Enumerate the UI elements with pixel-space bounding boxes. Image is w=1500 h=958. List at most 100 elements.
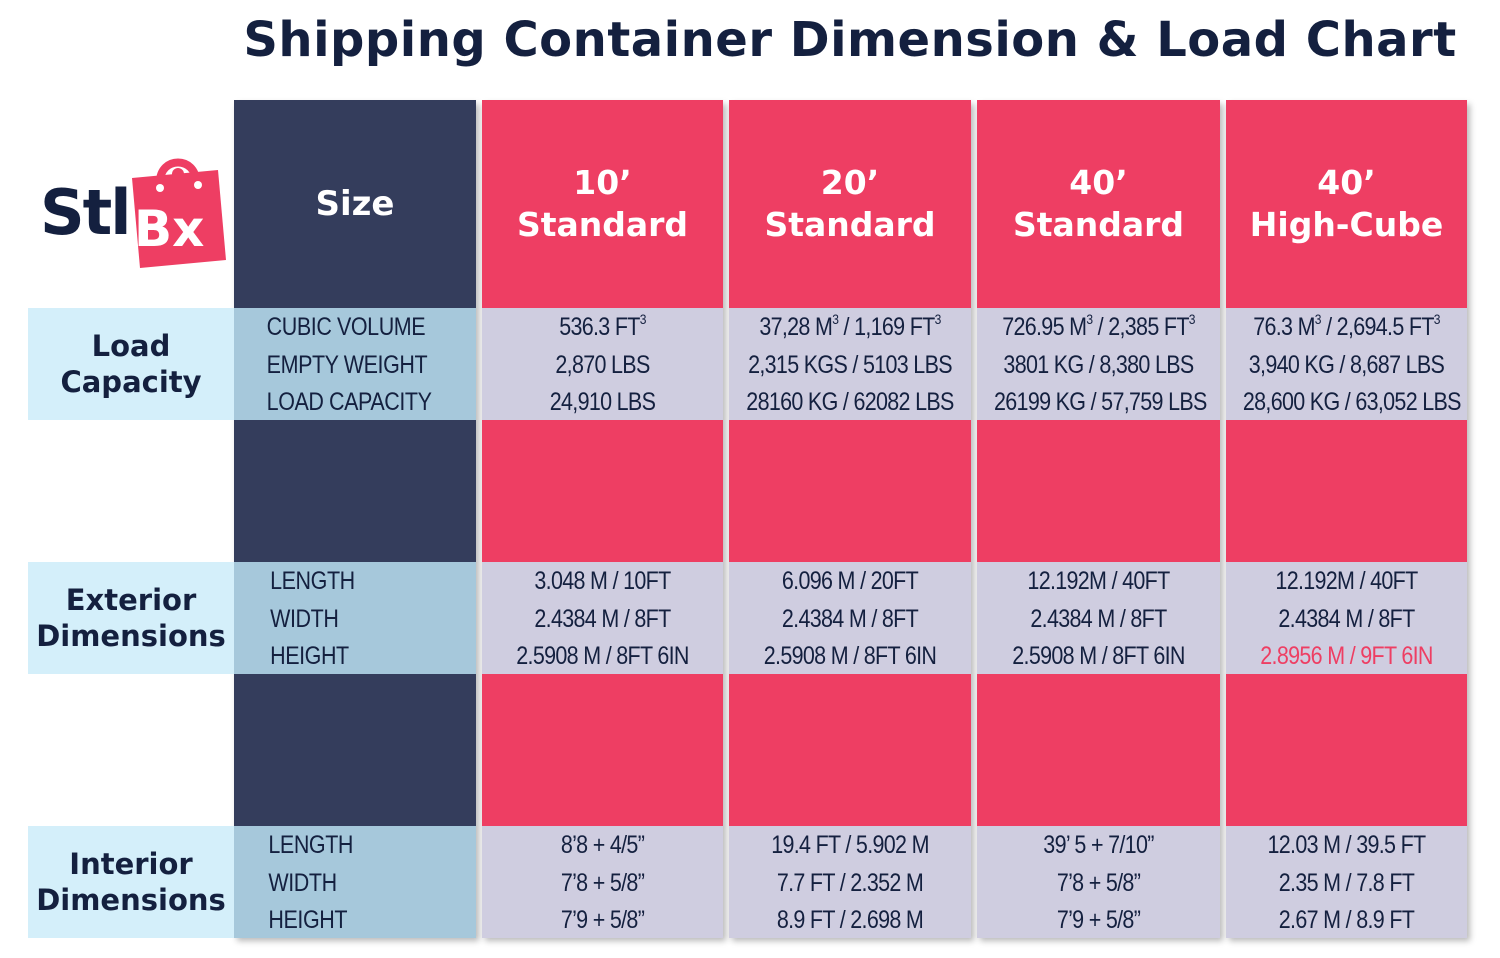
value-text: 3,940 KG / 8,687 LBS — [1248, 351, 1445, 379]
data-cell: 3.048 M / 10FT 2.4384 M / 8FT 2.5908 M / 8… — [482, 562, 723, 674]
data-value: 6.096 M / 20FT — [746, 562, 954, 600]
column-20ft-standard — [729, 100, 971, 937]
data-value: 7’9 + 5/8” — [994, 901, 1203, 939]
row-label: HEIGHT — [270, 642, 349, 670]
superscript: 3 — [832, 310, 839, 327]
row-label: LOAD CAPACITY — [266, 388, 432, 416]
shopping-bag-icon: Bx — [132, 158, 226, 268]
value-text: 24,910 LBS — [549, 388, 656, 416]
data-value: 26199 KG / 57,759 LBS — [994, 383, 1207, 421]
data-cell: 8’8 + 4/5” 7’8 + 5/8” 7’9 + 5/8” — [482, 826, 723, 938]
header-10ft-standard: 10’ Standard — [482, 100, 723, 308]
value-text: 7.7 FT / 2.352 M — [776, 869, 924, 897]
value-text: 2.4384 M / 8FT — [534, 605, 671, 633]
header-size: 40’ — [1069, 163, 1128, 202]
section-label-line: Capacity — [60, 365, 202, 399]
superscript: 3 — [934, 310, 942, 327]
data-value: 19.4 FT / 5.902 M — [746, 826, 954, 864]
header-20ft-standard: 20’ Standard — [729, 100, 971, 308]
column-40ft-high-cube — [1226, 100, 1467, 937]
data-value: 8.9 FT / 2.698 M — [746, 901, 954, 939]
data-value: 76.3 M3 / 2,694.5 FT3 — [1243, 308, 1450, 346]
value-text: 12.192M / 40FT — [1275, 567, 1418, 595]
header-40ft-high-cube: 40’ High-Cube — [1226, 100, 1467, 308]
value-text: 26199 KG / 57,759 LBS — [994, 388, 1207, 416]
value-text: 7’9 + 5/8” — [560, 906, 645, 934]
data-value: 12.192M / 40FT — [1243, 562, 1450, 600]
value-text: 2.5908 M / 8FT 6IN — [516, 642, 689, 670]
size-header: Size — [234, 100, 476, 308]
column-10ft-standard — [482, 100, 723, 937]
header-type: Standard — [516, 205, 689, 244]
data-value: 2.35 M / 7.8 FT — [1243, 864, 1450, 902]
data-value: 3.048 M / 10FT — [499, 562, 706, 600]
data-value: 7’8 + 5/8” — [994, 864, 1203, 902]
data-value: 12.192M / 40FT — [994, 562, 1203, 600]
row-labels: CUBIC VOLUME EMPTY WEIGHT LOAD CAPACITY — [234, 308, 476, 420]
value-text: 2.4384 M / 8FT — [1278, 605, 1415, 633]
header-type: Standard — [1012, 205, 1185, 244]
data-value: 7.7 FT / 2.352 M — [746, 864, 954, 902]
data-value: 8’8 + 4/5” — [499, 826, 706, 864]
data-cell: 536.3 FT3 2,870 LBS 24,910 LBS — [482, 308, 723, 420]
superscript: 3 — [1086, 310, 1093, 327]
data-value: 2.5908 M / 8FT 6IN — [746, 637, 954, 675]
value-text: 76.3 M — [1253, 313, 1315, 341]
section-label-line: Exterior — [65, 583, 197, 617]
data-value: 2.4384 M / 8FT — [499, 600, 706, 638]
data-value: 28160 KG / 62082 LBS — [746, 383, 954, 421]
data-value: 37,28 M3 / 1,169 FT3 — [746, 308, 954, 346]
row-label: WIDTH — [270, 605, 339, 633]
data-value: 2.4384 M / 8FT — [1243, 600, 1450, 638]
value-text: / 2,385 FT — [1092, 313, 1190, 341]
row-label: WIDTH — [268, 869, 337, 897]
data-value: 39’ 5 + 7/10” — [994, 826, 1203, 864]
data-value: 7’9 + 5/8” — [499, 901, 706, 939]
value-text: 2.5908 M / 8FT 6IN — [1012, 642, 1185, 670]
data-value: 2.4384 M / 8FT — [994, 600, 1203, 638]
row-labels: LENGTH WIDTH HEIGHT — [234, 562, 476, 674]
value-text: 2.5908 M / 8FT 6IN — [763, 642, 937, 670]
size-label: Size — [315, 184, 395, 224]
superscript: 3 — [1188, 310, 1196, 327]
data-cell: 726.95 M3 / 2,385 FT3 3801 KG / 8,380 LBS… — [977, 308, 1220, 420]
superscript: 3 — [639, 310, 647, 327]
value-text: 2.4384 M / 8FT — [1030, 605, 1167, 633]
section-label: Exterior Dimensions — [28, 562, 234, 674]
data-cell: 37,28 M3 / 1,169 FT3 2,315 KGS / 5103 LBS… — [729, 308, 971, 420]
superscript: 3 — [1433, 310, 1441, 327]
value-text: 2,315 KGS / 5103 LBS — [748, 351, 952, 379]
value-text: 2.4384 M / 8FT — [781, 605, 919, 633]
value-text: 39’ 5 + 7/10” — [1043, 831, 1154, 859]
header-40ft-standard: 40’ Standard — [977, 100, 1220, 308]
column-40ft-standard — [977, 100, 1220, 937]
data-cell: 6.096 M / 20FT 2.4384 M / 8FT 2.5908 M / 8… — [729, 562, 971, 674]
value-text: 2.35 M / 7.8 FT — [1278, 869, 1415, 897]
section-label: Interior Dimensions — [28, 826, 234, 938]
value-text: 2.8956 M / 9FT 6IN — [1260, 642, 1433, 670]
value-text: 7’8 + 5/8” — [560, 869, 645, 897]
value-text: 19.4 FT / 5.902 M — [771, 831, 929, 859]
value-text: / 1,169 FT — [838, 313, 936, 341]
data-value: 2.67 M / 8.9 FT — [1243, 901, 1450, 939]
header-size: 20’ — [820, 163, 880, 202]
value-text: / 2,694.5 FT — [1320, 313, 1434, 341]
value-text: 28160 KG / 62082 LBS — [746, 388, 954, 416]
data-value: 12.03 M / 39.5 FT — [1243, 826, 1450, 864]
value-text: 12.03 M / 39.5 FT — [1267, 831, 1427, 859]
section-label-line: Load — [91, 329, 171, 363]
value-text: 536.3 FT — [559, 313, 640, 341]
value-text: 37,28 M — [759, 313, 833, 341]
data-cell: 39’ 5 + 7/10” 7’8 + 5/8” 7’9 + 5/8” — [977, 826, 1220, 938]
header-type: Standard — [764, 205, 936, 244]
value-text: 8.9 FT / 2.698 M — [776, 906, 924, 934]
row-label: HEIGHT — [268, 906, 348, 934]
header-type: High-Cube — [1249, 205, 1444, 244]
section-label: Load Capacity — [28, 308, 234, 420]
data-value: 726.95 M3 / 2,385 FT3 — [994, 308, 1203, 346]
data-value: 2.4384 M / 8FT — [746, 600, 954, 638]
row-label: EMPTY WEIGHT — [266, 351, 428, 379]
section-label-line: Dimensions — [36, 883, 226, 917]
header-size: 10’ — [573, 163, 632, 202]
value-text: 2.67 M / 8.9 FT — [1278, 906, 1415, 934]
